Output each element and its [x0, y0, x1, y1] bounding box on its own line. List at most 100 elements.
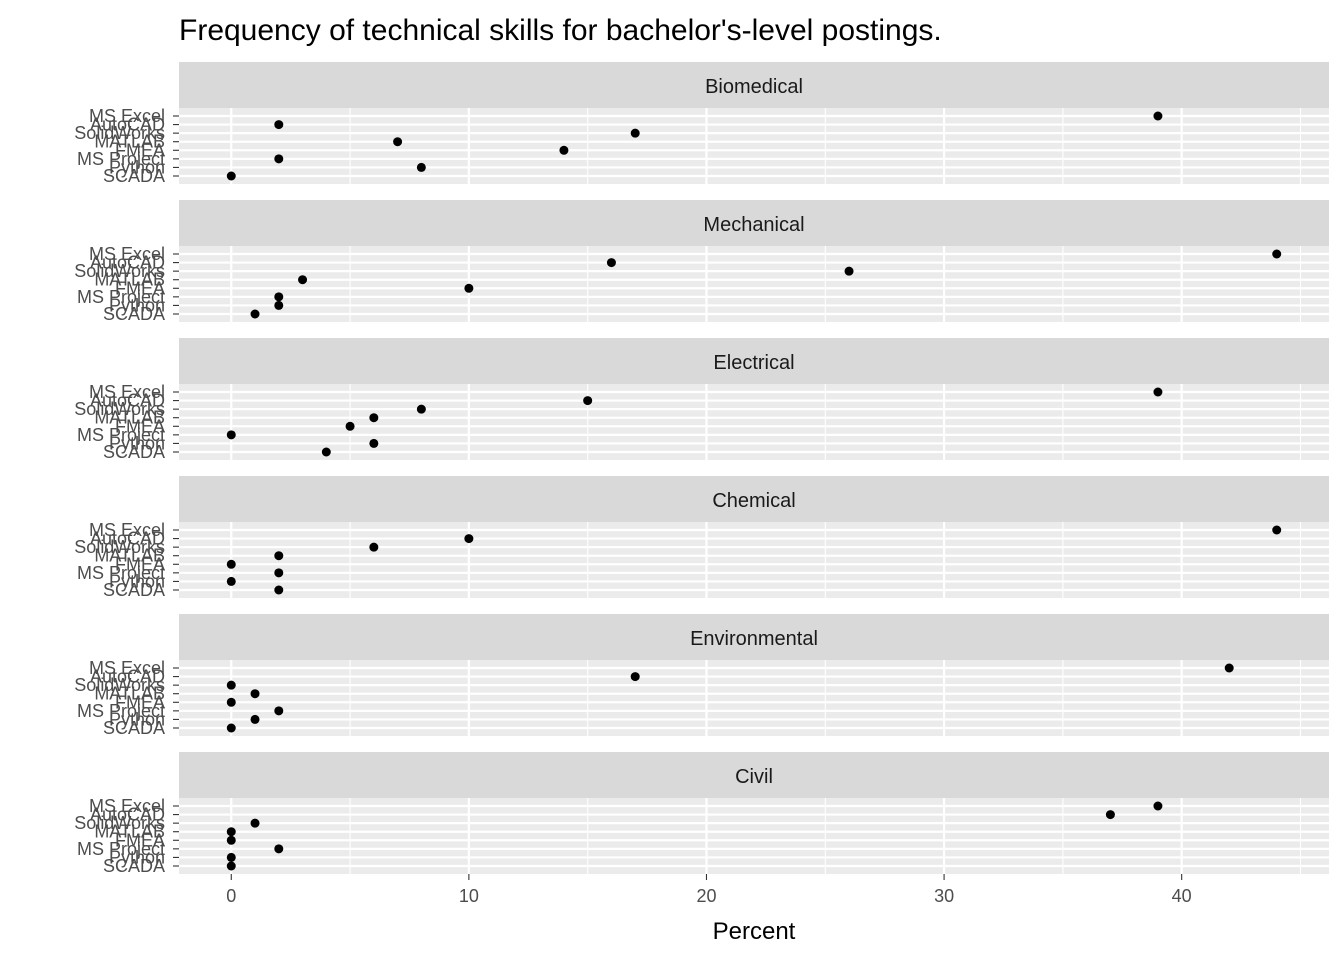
facet-biomedical: Biomedical MS ExcelAutoCADSolidWorksMATLA…	[74, 62, 1329, 186]
data-point	[274, 585, 284, 595]
y-tick-label: SolidWorks	[74, 813, 165, 833]
data-point	[250, 689, 260, 699]
data-point	[226, 697, 236, 707]
facet-environmental: Environmental MS ExcelAutoCADSolidWorksMA…	[74, 614, 1329, 738]
facet-chemical: Chemical MS ExcelAutoCADSolidWorksMATLABF…	[74, 476, 1329, 600]
x-tick-label: 0	[226, 886, 236, 906]
y-tick-label: AutoCAD	[90, 253, 165, 273]
y-tick-label: Python	[109, 571, 165, 591]
facet-strip-label: Environmental	[690, 628, 818, 650]
data-point	[583, 396, 593, 406]
y-tick-label: SolidWorks	[74, 261, 165, 281]
data-point	[559, 145, 569, 155]
data-point	[274, 568, 284, 578]
data-point	[369, 438, 379, 448]
data-point	[274, 154, 284, 164]
y-tick-label: MS Project	[77, 839, 165, 859]
data-point	[1105, 810, 1115, 820]
facet-electrical: Electrical MS ExcelAutoCADSolidWorksMATLA…	[74, 338, 1329, 462]
y-tick-label: SCADA	[103, 718, 165, 738]
chart-title: Frequency of technical skills for bachel…	[179, 14, 942, 47]
panel-background	[179, 798, 1329, 874]
facet-mechanical: Mechanical MS ExcelAutoCADSolidWorksMATLA…	[74, 200, 1329, 324]
data-point	[1272, 525, 1282, 535]
y-tick-label: SCADA	[103, 166, 165, 186]
data-point	[226, 835, 236, 845]
y-tick-label: MATLAB	[94, 822, 165, 842]
data-point	[393, 137, 403, 147]
x-tick-label: 10	[459, 886, 479, 906]
panel-background	[179, 246, 1329, 322]
y-tick-label: MS Project	[77, 563, 165, 583]
y-tick-label: MS Excel	[89, 244, 165, 264]
data-point	[321, 447, 331, 457]
data-point	[1272, 249, 1282, 259]
y-tick-label: MS Project	[77, 425, 165, 445]
data-point	[250, 714, 260, 724]
data-point	[464, 283, 474, 293]
y-tick-label: SCADA	[103, 304, 165, 324]
data-point	[226, 723, 236, 733]
y-tick-label: FMEA	[115, 140, 165, 160]
facet-strip-label: Mechanical	[703, 214, 804, 236]
x-tick-label: 30	[934, 886, 954, 906]
facet-civil: Civil MS ExcelAutoCADSolidWorksMATLABFMEA…	[74, 752, 1329, 876]
facet-strip-label: Electrical	[713, 352, 794, 374]
x-tick-label: 40	[1172, 886, 1192, 906]
data-point	[369, 413, 379, 423]
y-tick-label: MATLAB	[94, 132, 165, 152]
data-point	[226, 171, 236, 181]
data-point	[416, 162, 426, 172]
data-point	[630, 128, 640, 138]
y-tick-label: FMEA	[115, 416, 165, 436]
y-tick-label: SolidWorks	[74, 399, 165, 419]
x-tick-label: 20	[696, 886, 716, 906]
facet-strip	[179, 752, 1329, 798]
y-tick-label: SCADA	[103, 580, 165, 600]
y-tick-label: AutoCAD	[90, 805, 165, 825]
facet-strip	[179, 614, 1329, 660]
y-tick-label: SCADA	[103, 442, 165, 462]
data-point	[226, 576, 236, 586]
data-point	[298, 275, 308, 285]
y-tick-label: AutoCAD	[90, 667, 165, 687]
data-point	[274, 300, 284, 310]
data-point	[1224, 663, 1234, 673]
data-point	[226, 559, 236, 569]
y-tick-label: FMEA	[115, 830, 165, 850]
data-point	[226, 430, 236, 440]
y-tick-label: SCADA	[103, 856, 165, 876]
data-point	[226, 680, 236, 690]
data-point	[416, 404, 426, 414]
data-point	[369, 542, 379, 552]
facet-strip	[179, 200, 1329, 246]
y-tick-label: SolidWorks	[74, 675, 165, 695]
facet-strip-label: Biomedical	[705, 76, 803, 98]
data-point	[1153, 801, 1163, 811]
y-tick-label: MATLAB	[94, 684, 165, 704]
data-point	[844, 266, 854, 276]
y-tick-label: SolidWorks	[74, 123, 165, 143]
panel-background	[179, 384, 1329, 460]
y-tick-label: MS Excel	[89, 658, 165, 678]
y-tick-label: MS Excel	[89, 520, 165, 540]
data-point	[250, 309, 260, 319]
y-tick-label: MATLAB	[94, 546, 165, 566]
y-tick-label: FMEA	[115, 278, 165, 298]
data-point	[226, 852, 236, 862]
data-point	[274, 551, 284, 561]
data-point	[464, 534, 474, 544]
y-tick-label: MS Project	[77, 149, 165, 169]
data-point	[274, 292, 284, 302]
data-point	[274, 120, 284, 130]
y-tick-label: MATLAB	[94, 408, 165, 428]
facet-strip-label: Civil	[735, 766, 773, 788]
y-tick-label: MS Excel	[89, 382, 165, 402]
data-point	[250, 818, 260, 828]
panel-background	[179, 108, 1329, 184]
y-tick-label: AutoCAD	[90, 529, 165, 549]
panel-background	[179, 522, 1329, 598]
y-tick-label: MS Excel	[89, 106, 165, 126]
y-tick-label: Python	[109, 433, 165, 453]
